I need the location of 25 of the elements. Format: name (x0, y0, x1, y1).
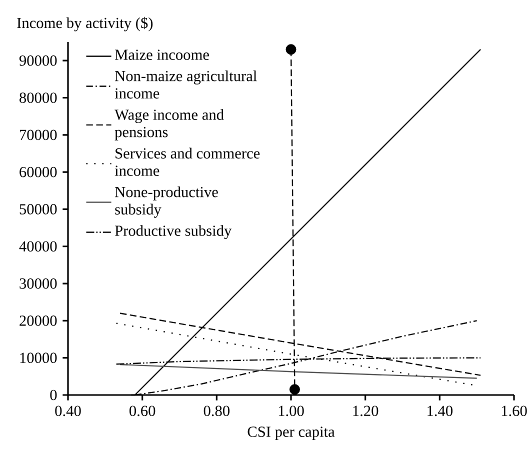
x-tick-label: 1.20 (353, 406, 378, 416)
legend-label: None-productive subsidy (114, 186, 218, 218)
y-tick-label: 60000 (20, 166, 57, 178)
x-tick-label: 1.00 (278, 406, 304, 416)
x-tick-label: 1.40 (428, 406, 453, 416)
x-axis-title: CSI per capita (248, 426, 335, 440)
legend-label: Wage income and pensions (114, 109, 224, 140)
y-tick-label: 0 (50, 390, 57, 400)
y-axis-title: Income by activity ($) (17, 16, 153, 32)
y-tick-label: 10000 (20, 352, 57, 364)
y-tick-label: 80000 (20, 92, 57, 103)
x-tick-label: 1.60 (502, 406, 527, 416)
x-tick-label: 0.40 (55, 406, 81, 416)
legend-label: Services and commerce income (114, 148, 260, 176)
y-tick-label: 50000 (20, 204, 57, 214)
y-tick-label: 40000 (19, 241, 57, 252)
x-tick-label: 0.60 (130, 406, 156, 416)
legend-label: Maize incoome (114, 50, 209, 60)
legend-label: Productive subsidy (114, 225, 232, 240)
y-tick-label: 30000 (20, 278, 57, 289)
y-tick-label: 20000 (20, 316, 57, 326)
x-tick-label: 0.80 (204, 406, 230, 416)
legend-label: Non-maize agricultural income (114, 70, 257, 99)
y-tick-label: 90000 (19, 55, 57, 66)
y-tick-label: 70000 (20, 130, 57, 140)
